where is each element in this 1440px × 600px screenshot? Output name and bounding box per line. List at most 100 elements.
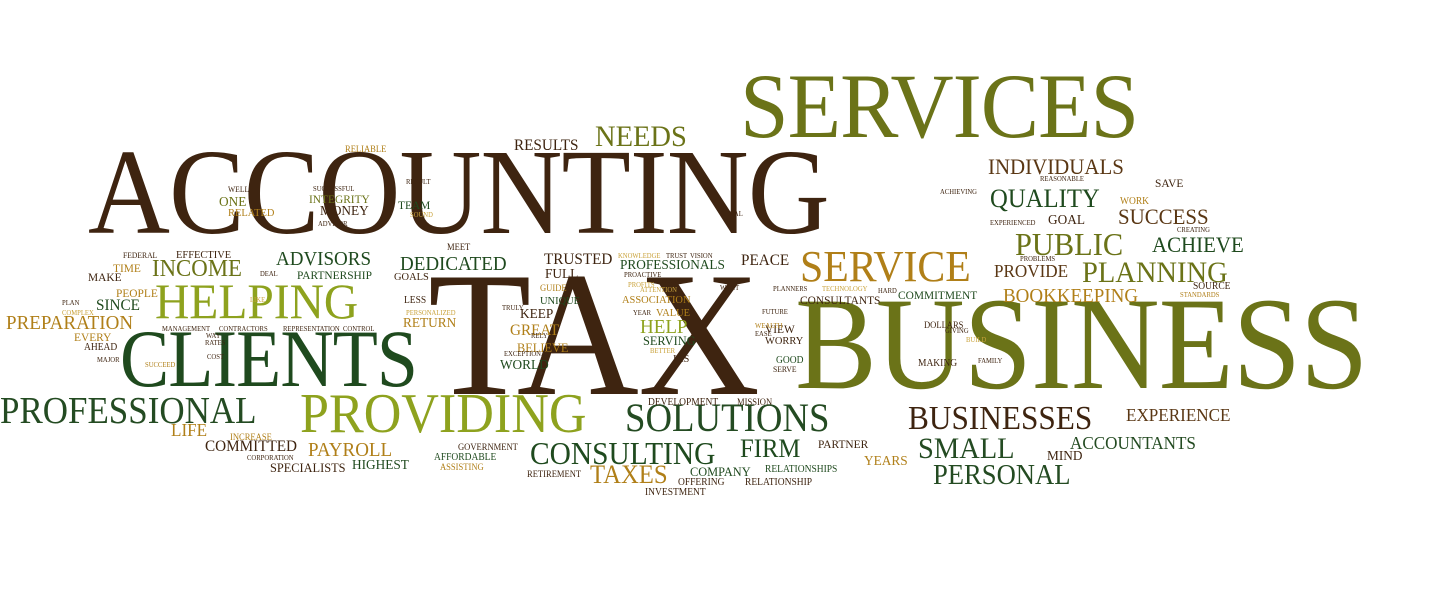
word-mission: MISSION <box>737 397 773 407</box>
word-results: RESULTS <box>514 137 579 154</box>
word-believe: BELIEVE <box>517 340 569 355</box>
word-succeed: SUCCEED <box>145 361 176 369</box>
word-needs: NEEDS <box>595 120 687 153</box>
word-specialists: SPECIALISTS <box>270 460 346 475</box>
word-want: WANT <box>720 284 740 292</box>
word-consulting: CONSULTING <box>530 435 716 471</box>
word-goal: GOAL <box>1048 213 1085 228</box>
word-personal: PERSONAL <box>933 460 1071 491</box>
word-planning: PLANNING <box>1082 256 1228 289</box>
word-corporation: CORPORATION <box>247 454 294 462</box>
word-future: FUTURE <box>762 308 788 316</box>
word-tax: TAX <box>428 235 760 433</box>
word-personalized: PERSONALIZED <box>406 309 456 317</box>
word-taxes: TAXES <box>590 460 668 489</box>
word-peace: PEACE <box>741 252 790 269</box>
word-full: FULL <box>545 267 579 282</box>
word-world: WORLD <box>500 358 549 373</box>
word-view: VIEW <box>765 322 795 336</box>
word-source: SOURCE <box>1193 281 1231 292</box>
word-trust: TRUST <box>666 252 688 260</box>
word-association: ASSOCIATION <box>622 294 691 306</box>
word-irs: IRS <box>673 353 690 365</box>
word-providing: PROVIDING <box>300 383 587 445</box>
word-partner: PARTNER <box>818 437 869 451</box>
word-one: ONE <box>219 195 247 210</box>
word-businesses: BUSINESSES <box>908 400 1093 437</box>
word-experienced: EXPERIENCED <box>990 219 1036 227</box>
word-development: DEVELOPMENT <box>648 397 719 408</box>
word-assisting: ASSISTING <box>440 462 484 472</box>
word-good: GOOD <box>776 355 804 366</box>
word-trusted: TRUSTED <box>544 251 613 268</box>
word-advisors: ADVISORS <box>276 248 372 270</box>
word-business: BUSINESS <box>795 270 1368 417</box>
word-government: GOVERNMENT <box>458 442 518 452</box>
word-control: CONTROL <box>343 325 375 333</box>
word-worry: WORRY <box>765 335 804 347</box>
word-small: SMALL <box>918 432 1015 465</box>
word-related: RELATED <box>228 207 275 219</box>
word-less: LESS <box>404 295 427 306</box>
word-planners: PLANNERS <box>773 285 808 293</box>
word-income: INCOME <box>152 256 242 282</box>
word-attention: ATTENTION <box>640 286 677 294</box>
word-professional: PROFESSIONAL <box>0 390 257 432</box>
word-way: WAY <box>206 332 221 340</box>
word-successful: SUCCESSFUL <box>313 185 355 193</box>
word-rates: RATES <box>205 339 226 347</box>
word-representation: REPRESENTATION <box>283 325 340 333</box>
word-rely: RELY <box>531 332 548 340</box>
word-accountants: ACCOUNTANTS <box>1070 433 1196 453</box>
word-offering: OFFERING <box>678 477 725 488</box>
word-life: LIFE <box>171 420 208 440</box>
word-highest: HIGHEST <box>352 458 409 473</box>
word-creating: CREATING <box>1177 226 1210 234</box>
word-wealth: WEALTH <box>755 322 783 330</box>
word-company: COMPANY <box>690 464 751 479</box>
word-sound: SOUND <box>410 211 433 219</box>
word-affordable: AFFORDABLE <box>434 452 497 463</box>
word-build: BUILD <box>966 336 987 344</box>
word-firm: FIRM <box>740 434 801 463</box>
word-preparation: PREPARATION <box>6 312 134 334</box>
word-help: HELP <box>640 316 688 338</box>
word-vision: VISION <box>690 252 713 260</box>
word-clients: CLIENTS <box>120 313 418 404</box>
word-standards: STANDARDS <box>1180 291 1220 299</box>
word-solutions: SOLUTIONS <box>625 395 830 440</box>
word-achieve: ACHIEVE <box>1152 232 1244 257</box>
word-provide: PROVIDE <box>994 261 1069 281</box>
word-increase: INCREASE <box>230 432 272 442</box>
word-commitment: COMMITMENT <box>898 288 978 302</box>
word-like: LIKE <box>250 296 266 304</box>
word-result: RESULT <box>406 178 431 186</box>
word-proactive: PROACTIVE <box>624 271 662 279</box>
word-make: MAKE <box>88 270 122 284</box>
word-bookkeeping: BOOKKEEPING <box>1003 285 1139 307</box>
word-effective: EFFECTIVE <box>176 249 232 261</box>
word-investment: INVESTMENT <box>645 487 706 498</box>
word-success: SUCCESS <box>1118 204 1209 229</box>
word-making: MAKING <box>918 358 958 369</box>
word-cost: COST <box>207 353 225 361</box>
word-goals: GOALS <box>394 271 429 283</box>
word-keep: KEEP <box>520 307 554 322</box>
word-reliable: RELIABLE <box>345 144 387 154</box>
word-dollars: DOLLARS <box>924 320 964 330</box>
word-individuals: INDIVIDUALS <box>988 154 1124 179</box>
word-major: MAJOR <box>97 356 120 364</box>
word-legal: LEGAL <box>721 210 743 218</box>
word-save: SAVE <box>1155 176 1184 190</box>
word-serving: SERVING <box>643 333 696 348</box>
word-unique: UNIQUE <box>540 295 581 307</box>
word-guide: GUIDE <box>540 283 567 293</box>
word-profits: PROFITS <box>628 281 655 289</box>
word-mind: MIND <box>1047 449 1083 464</box>
word-partnership: PARTNERSHIP <box>297 268 372 282</box>
word-relationship: RELATIONSHIP <box>745 477 813 488</box>
word-great: GREAT <box>510 322 559 339</box>
word-relationships: RELATIONSHIPS <box>765 464 838 475</box>
word-federal: FEDERAL <box>123 251 158 260</box>
word-level: LEVEL <box>655 277 677 285</box>
